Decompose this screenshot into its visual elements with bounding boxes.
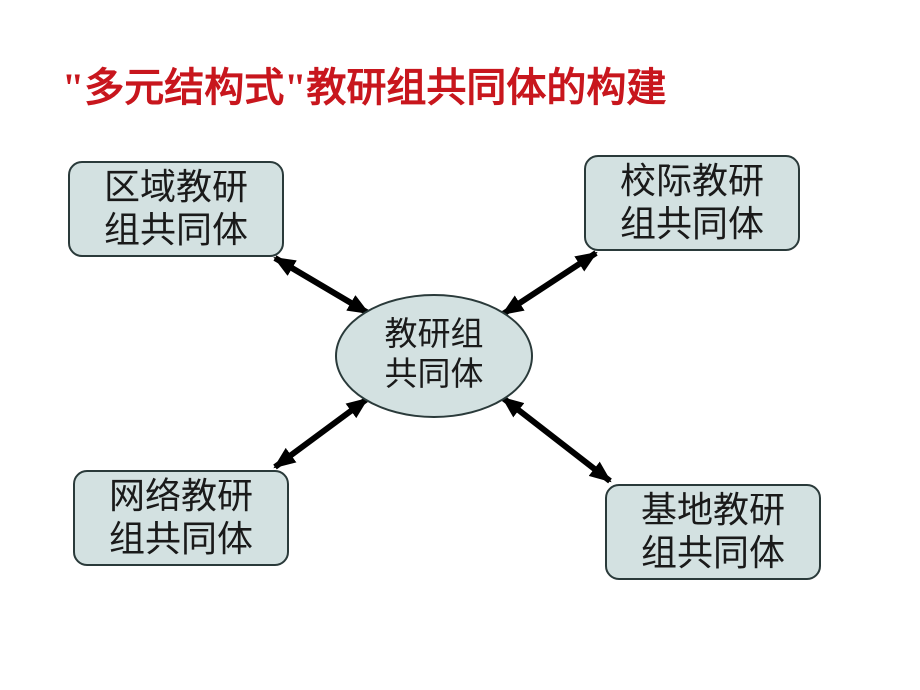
outer-node-interschool: 校际教研组共同体 (584, 155, 800, 251)
arrow-base (503, 398, 610, 481)
outer-node-line1: 校际教研 (620, 160, 764, 203)
slide-root: "多元结构式"教研组共同体的构建 教研组 共同体 区域教研组共同体校际教研组共同… (0, 0, 920, 690)
outer-node-line2: 组共同体 (109, 518, 253, 561)
outer-node-line1: 网络教研 (109, 475, 253, 518)
arrow-regional (275, 258, 368, 313)
arrow-network (275, 399, 367, 467)
outer-node-line2: 组共同体 (641, 532, 785, 575)
center-node-line1: 教研组 (385, 316, 484, 356)
slide-title: "多元结构式"教研组共同体的构建 (62, 55, 666, 113)
center-node: 教研组 共同体 (335, 294, 533, 418)
outer-node-line2: 组共同体 (620, 203, 764, 246)
outer-node-regional: 区域教研组共同体 (68, 161, 284, 257)
outer-node-line1: 区域教研 (104, 166, 248, 209)
center-node-line2: 共同体 (385, 356, 484, 396)
outer-node-network: 网络教研组共同体 (73, 470, 289, 566)
arrow-interschool (503, 253, 596, 314)
outer-node-base: 基地教研组共同体 (605, 484, 821, 580)
outer-node-line1: 基地教研 (641, 489, 785, 532)
outer-node-line2: 组共同体 (104, 209, 248, 252)
